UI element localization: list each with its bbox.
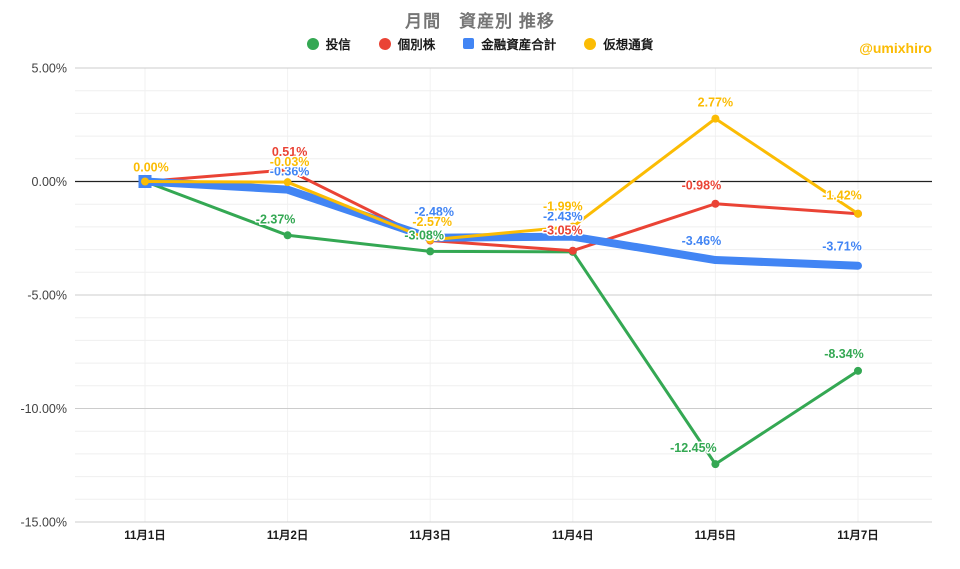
data-point-individual-stocks [711, 199, 720, 208]
data-label-total-financial-assets: -3.71% [822, 240, 862, 254]
legend-label: 金融資産合計 [481, 38, 557, 52]
chart-title: 月間 資産別 推移 [405, 12, 555, 31]
data-label-crypto: 0.00% [133, 161, 168, 175]
data-label-total-financial-assets: -0.36% [270, 165, 310, 179]
legend-marker-circle-icon [584, 37, 597, 50]
watermark-handle: @umixhiro [859, 40, 932, 56]
data-point-crypto [426, 235, 435, 244]
data-label-individual-stocks: -0.98% [682, 179, 722, 193]
y-axis-tick-label: -15.00% [20, 516, 67, 530]
data-label-total-financial-assets: -2.43% [543, 210, 583, 224]
data-point-mutual-funds [426, 247, 435, 256]
x-axis-tick-label: 11月4日 [552, 529, 594, 542]
data-point-mutual-funds [283, 231, 292, 240]
legend: 投信 個別株 金融資産合計 仮想通貨 [0, 34, 960, 53]
data-label-mutual-funds: -12.45% [670, 441, 717, 455]
data-label-total-financial-assets: -3.46% [682, 234, 722, 248]
x-axis-tick-label: 11月3日 [409, 529, 451, 542]
y-axis-tick-label: -5.00% [27, 289, 67, 303]
data-point-mutual-funds [711, 460, 720, 469]
legend-item-individual-stocks: 個別株 [378, 34, 436, 53]
data-label-crypto: 2.77% [698, 96, 733, 110]
data-point-crypto [283, 178, 292, 187]
data-point-mutual-funds [854, 366, 862, 375]
data-label-crypto: -2.57% [412, 215, 452, 229]
x-axis-tick-label: 11月1日 [124, 529, 166, 542]
data-label-mutual-funds: -3.08% [404, 228, 444, 242]
data-label-individual-stocks: -3.05% [543, 224, 583, 238]
legend-marker-square-icon [463, 38, 475, 49]
data-label-crypto: -0.03% [270, 155, 310, 169]
data-label-total-financial-assets: -2.48% [414, 205, 454, 219]
data-point-crypto [568, 222, 577, 231]
data-label-crypto: -1.42% [822, 189, 862, 203]
legend-label: 仮想通貨 [603, 38, 654, 52]
data-label-crypto: -1.99% [543, 200, 583, 214]
series-line-mutual-funds [143, 180, 860, 466]
data-point-crypto [854, 209, 862, 218]
data-point-crypto [141, 177, 149, 186]
data-point-crypto [711, 114, 720, 123]
series-line-total-financial-assets [141, 177, 862, 270]
data-label-individual-stocks: 0.51% [272, 145, 307, 159]
y-axis-tick-label: 0.00% [32, 175, 67, 189]
legend-marker-circle-icon [306, 37, 319, 50]
y-axis-tick-label: 5.00% [32, 62, 67, 76]
data-label-mutual-funds: -8.34% [824, 347, 864, 361]
y-axis-tick-label: -10.00% [20, 402, 67, 416]
legend-item-mutual-funds: 投信 [306, 34, 351, 53]
legend-label: 投信 [325, 38, 351, 52]
legend-marker-circle-icon [378, 37, 391, 50]
x-axis-tick-label: 11月2日 [267, 529, 309, 542]
data-point-individual-stocks [568, 246, 577, 255]
data-point-individual-stocks [283, 165, 292, 174]
legend-item-total-financial-assets: 金融資産合計 [463, 34, 556, 53]
x-axis-tick-label: 11月7日 [837, 529, 879, 542]
legend-label: 個別株 [397, 38, 436, 52]
series-line-individual-stocks [143, 168, 860, 253]
series-line-crypto [143, 117, 860, 242]
legend-item-crypto: 仮想通貨 [584, 34, 653, 53]
data-label-mutual-funds: -2.37% [256, 212, 296, 226]
x-axis-tick-label: 11月5日 [695, 529, 737, 542]
